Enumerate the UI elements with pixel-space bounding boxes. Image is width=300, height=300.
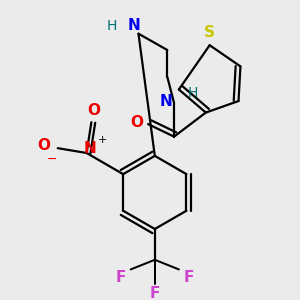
Text: N: N [127,19,140,34]
Text: O: O [38,138,51,153]
Text: −: − [47,153,57,166]
Text: S: S [204,25,215,40]
Text: H: H [188,86,199,100]
Text: F: F [116,270,126,285]
Text: H: H [106,19,117,33]
Text: +: + [97,134,107,145]
Text: N: N [160,94,173,109]
Text: N: N [84,141,97,156]
Text: F: F [183,270,194,285]
Text: O: O [130,115,143,130]
Text: O: O [87,103,100,118]
Text: F: F [150,286,160,300]
